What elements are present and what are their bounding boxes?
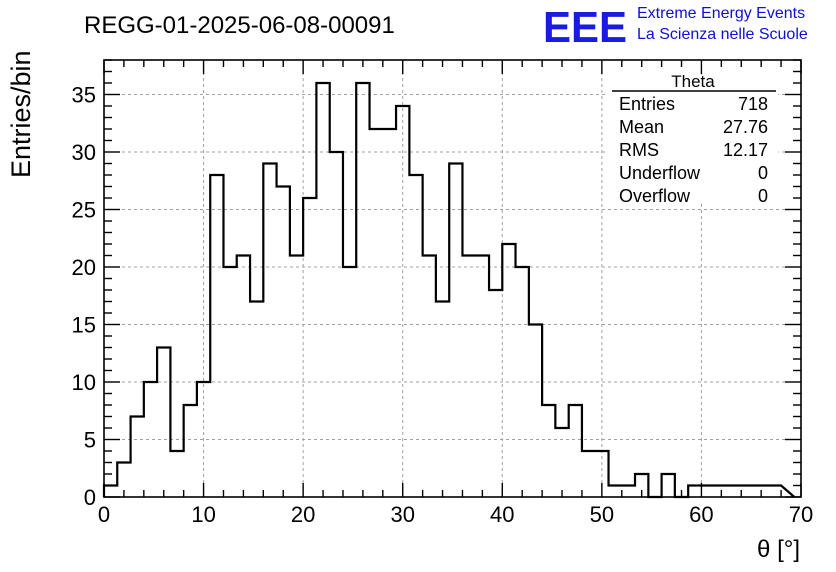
y-tick-label: 25 (72, 198, 96, 223)
plot-frame (103, 59, 802, 498)
x-tick-label: 40 (490, 502, 514, 527)
stats-row-value: 27.76 (723, 117, 768, 137)
stats-box: Theta Entries 718 Mean 27.76 RMS 12.17 Underfl… (608, 72, 778, 206)
stats-row-value: 0 (758, 186, 768, 206)
eee-logo: EEE (543, 3, 627, 52)
tick-labels: 0 10 20 30 40 50 60 70 0 5 10 15 20 25 30 35 (72, 83, 814, 528)
stats-box-background (608, 76, 778, 204)
y-tick-label: 30 (72, 140, 96, 165)
stats-row-value: 718 (738, 94, 768, 114)
y-tick-label: 15 (72, 313, 96, 338)
chart-title: REGG-01-2025-06-08-00091 (84, 12, 395, 39)
y-tick-label: 20 (72, 255, 96, 280)
histogram-outline (102, 81, 796, 499)
stats-row-label: RMS (619, 140, 659, 160)
stats-rows: Entries 718 Mean 27.76 RMS 12.17 Underflow 0 Ove… (619, 94, 768, 206)
x-axis-label: θ [°] (757, 536, 800, 563)
x-tick-label: 70 (789, 502, 813, 527)
stats-row-label: Overflow (619, 186, 691, 206)
y-tick-label: 10 (72, 370, 96, 395)
x-tick-label: 50 (590, 502, 614, 527)
stats-row-value: 0 (758, 163, 768, 183)
x-tick-label: 20 (291, 502, 315, 527)
brand-line-2: La Scienza nelle Scuole (637, 26, 808, 43)
y-tick-label: 35 (72, 83, 96, 108)
stats-row-value: 12.17 (723, 140, 768, 160)
stats-title: Theta (671, 72, 715, 91)
x-tick-label: 0 (98, 502, 110, 527)
x-tick-label: 10 (191, 502, 215, 527)
x-tick-label: 60 (689, 502, 713, 527)
y-axis-label: Entries/bin (6, 50, 36, 178)
y-tick-label: 5 (84, 428, 96, 453)
brand-line-1: Extreme Energy Events (637, 5, 805, 22)
stats-row-label: Entries (619, 94, 675, 114)
stats-row-label: Mean (619, 117, 664, 137)
stats-row-label: Underflow (619, 163, 701, 183)
x-tick-label: 30 (390, 502, 414, 527)
y-tick-label: 0 (84, 485, 96, 510)
